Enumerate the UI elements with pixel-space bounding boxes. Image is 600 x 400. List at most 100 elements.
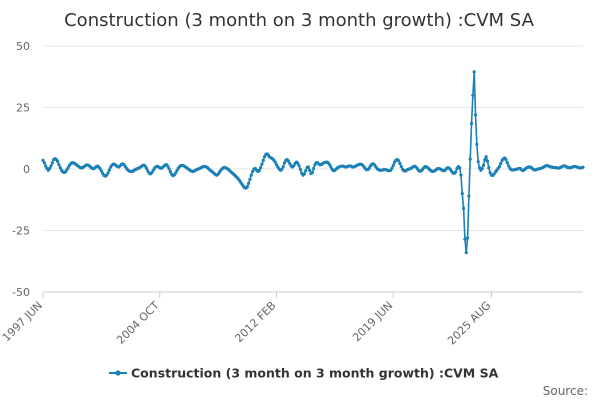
y-tick-label: 0 [23, 163, 30, 176]
data-point[interactable] [488, 171, 492, 175]
data-point[interactable] [390, 166, 394, 170]
legend[interactable]: Construction (3 month on 3 month growth)… [109, 366, 499, 381]
data-point[interactable] [485, 159, 490, 163]
data-point[interactable] [280, 167, 284, 172]
data-point[interactable] [282, 161, 287, 165]
legend-marker [115, 370, 121, 376]
data-point[interactable] [260, 162, 264, 166]
data-point[interactable] [481, 163, 486, 167]
data-point[interactable] [262, 155, 267, 159]
data-point[interactable] [398, 161, 402, 165]
data-point[interactable] [168, 170, 172, 174]
data-point[interactable] [308, 168, 312, 172]
data-point[interactable] [465, 236, 470, 240]
data-point[interactable] [296, 161, 300, 165]
data-point[interactable] [144, 166, 149, 170]
data-point[interactable] [251, 169, 255, 174]
data-point[interactable] [107, 168, 111, 172]
data-point[interactable] [249, 173, 253, 177]
data-point[interactable] [273, 160, 277, 164]
data-point[interactable] [480, 166, 484, 171]
data-point[interactable] [274, 162, 279, 167]
data-point[interactable] [391, 163, 395, 167]
data-point[interactable] [302, 172, 306, 176]
data-point[interactable] [44, 164, 48, 168]
data-point[interactable] [468, 157, 472, 161]
data-point[interactable] [476, 160, 480, 164]
data-point[interactable] [306, 165, 310, 169]
data-point[interactable] [467, 194, 471, 198]
data-point[interactable] [507, 164, 511, 168]
data-point[interactable] [483, 158, 487, 162]
data-point[interactable] [312, 166, 316, 171]
data-point[interactable] [460, 192, 464, 196]
series-group [41, 70, 585, 255]
data-point[interactable] [396, 159, 401, 163]
data-point[interactable] [281, 165, 285, 169]
data-point[interactable] [497, 164, 502, 169]
y-tick-label: -25 [12, 225, 30, 238]
y-axis-ticks: 50 25 0 -25 -50 [12, 40, 30, 299]
data-point[interactable] [57, 162, 61, 167]
data-point[interactable] [329, 165, 333, 169]
data-point[interactable] [248, 177, 252, 181]
data-point[interactable] [41, 158, 45, 162]
data-point[interactable] [261, 158, 265, 162]
data-point[interactable] [310, 171, 314, 175]
data-point[interactable] [99, 169, 103, 173]
y-tick-label: 50 [16, 40, 30, 53]
data-point[interactable] [504, 158, 508, 162]
data-point[interactable] [98, 166, 102, 171]
data-point[interactable] [499, 161, 503, 166]
data-point[interactable] [174, 171, 178, 175]
data-point[interactable] [297, 164, 301, 168]
data-point[interactable] [459, 173, 463, 177]
data-point[interactable] [50, 161, 54, 165]
data-point[interactable] [487, 166, 491, 170]
data-point[interactable] [167, 167, 171, 171]
data-point[interactable] [454, 170, 458, 174]
data-point[interactable] [166, 164, 170, 168]
data-point[interactable] [258, 166, 263, 170]
data-point[interactable] [484, 155, 488, 159]
data-point[interactable] [106, 171, 110, 175]
data-point[interactable] [48, 166, 52, 171]
data-point[interactable] [257, 168, 261, 173]
data-point[interactable] [49, 164, 53, 168]
data-point[interactable] [475, 142, 479, 146]
data-point[interactable] [473, 113, 478, 117]
x-tick-label: 1997 JUN [0, 299, 45, 344]
data-point[interactable] [477, 166, 482, 170]
data-point[interactable] [42, 161, 46, 165]
series-line [42, 71, 584, 254]
data-point[interactable] [471, 93, 475, 97]
x-axis-ticks: 1997 JUN 2004 OCT 2012 FEB 2019 JUN 2025 AUG [0, 292, 494, 347]
data-point[interactable] [286, 159, 291, 163]
data-point[interactable] [288, 161, 292, 166]
data-point[interactable] [298, 167, 302, 172]
y-tick-label: 25 [16, 102, 30, 115]
data-point[interactable] [469, 121, 474, 126]
data-point[interactable] [472, 70, 476, 74]
data-point[interactable] [327, 162, 332, 167]
source-label: Source: [543, 384, 588, 398]
x-tick-label: 2012 FEB [232, 299, 278, 345]
data-point[interactable] [458, 166, 462, 170]
y-tick-label: -50 [12, 286, 30, 299]
chart-title: Construction (3 month on 3 month growth)… [64, 10, 534, 31]
data-point[interactable] [581, 165, 585, 169]
data-point[interactable] [304, 169, 308, 173]
data-point[interactable] [461, 206, 466, 210]
legend-label: Construction (3 month on 3 month growth)… [131, 366, 499, 381]
data-point[interactable] [464, 251, 468, 255]
data-point[interactable] [463, 237, 467, 241]
data-point[interactable] [245, 185, 249, 189]
data-point[interactable] [399, 164, 403, 169]
x-tick-label: 2004 OCT [114, 299, 162, 347]
x-tick-label: 2019 JUN [350, 299, 395, 344]
data-point[interactable] [247, 181, 251, 185]
data-point[interactable] [505, 161, 509, 165]
data-point[interactable] [55, 159, 60, 163]
data-point[interactable] [58, 166, 62, 170]
